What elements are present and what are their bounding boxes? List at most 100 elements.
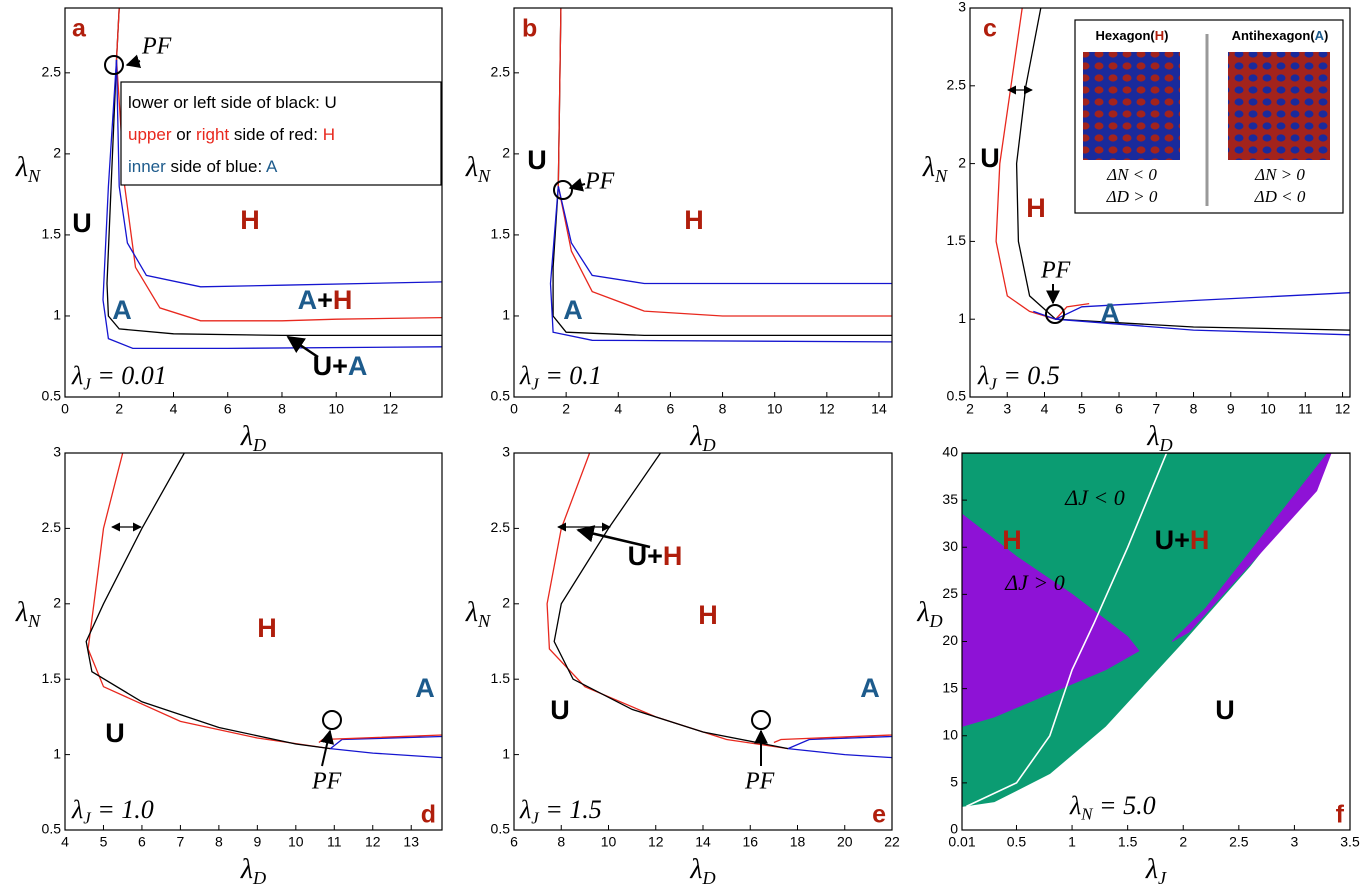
label-part: A (348, 351, 368, 381)
x-tick-label: 6 (510, 834, 518, 850)
subscript: N (27, 611, 41, 631)
label-part: + (647, 541, 663, 571)
x-tick-label: 7 (177, 834, 185, 850)
y-tick-label: 40 (942, 444, 958, 460)
x-tick-label: 22 (884, 834, 900, 850)
panel-letter: a (72, 15, 87, 43)
plot-area (549, 8, 892, 343)
curve (787, 747, 892, 759)
x-axis-label: λD (689, 421, 715, 455)
symbol: λ (15, 152, 28, 183)
rest: = 0.01 (91, 361, 167, 390)
region-label: A+H (298, 285, 353, 315)
math-label: ΔJ > 0 (1004, 570, 1065, 595)
pf-label: PF (744, 769, 775, 795)
symbol: λ (1146, 421, 1159, 452)
curve (787, 735, 892, 750)
label-part: U (527, 145, 547, 175)
legend-line: lower or left side of black: U (128, 93, 337, 112)
inset-condition: ΔD > 0 (1106, 187, 1158, 206)
legend-line: upper or right side of red: H (128, 125, 335, 144)
curve (330, 747, 442, 759)
subscript: D (252, 435, 266, 455)
y-tick-label: 0 (950, 821, 958, 837)
label-part: side of red: (229, 125, 323, 144)
symbol: λ (922, 152, 935, 183)
label-part: inner (128, 157, 166, 176)
y-axis-label: λN (15, 152, 41, 186)
symbol: λ (519, 795, 531, 824)
pf-circle (322, 710, 342, 730)
y-tick-label: 1.5 (947, 232, 967, 248)
subscript: N (1080, 804, 1094, 823)
y-tick-label: 1.5 (42, 670, 62, 686)
label-part: + (1174, 525, 1190, 555)
y-axis-label: λN (465, 152, 491, 186)
label-part: U (105, 718, 125, 748)
x-axis-label: λD (1146, 421, 1172, 455)
region-label: H (698, 600, 718, 630)
label-part: right (196, 125, 229, 144)
x-tick-label: 8 (1190, 401, 1198, 417)
inset-title: Antihexagon(A) (1232, 28, 1329, 43)
rest: = 1.0 (91, 795, 154, 824)
x-tick-label: 2.5 (1229, 834, 1249, 850)
curve (102, 59, 442, 350)
y-tick-label: 2.5 (947, 77, 967, 93)
subscript: N (477, 166, 491, 186)
x-tick-label: 8 (719, 401, 727, 417)
plot-area (962, 453, 1350, 808)
label-part: A (1315, 28, 1325, 43)
y-tick-label: 2.5 (491, 519, 511, 535)
label-part: H (1002, 525, 1022, 555)
label-part: U (628, 541, 648, 571)
frame (64, 7, 443, 398)
x-tick-label: 7 (1152, 401, 1160, 417)
x-tick-label: 10 (288, 834, 304, 850)
subscript: J (531, 808, 540, 827)
pf-circle (751, 710, 771, 730)
label-part: A (563, 295, 583, 325)
subscript: D (252, 868, 266, 884)
x-tick-label: 12 (819, 401, 835, 417)
parameter-label: λN = 5.0 (1069, 791, 1156, 823)
y-tick-label: 30 (942, 538, 958, 554)
x-tick-label: 9 (1227, 401, 1235, 417)
curve (557, 186, 892, 285)
x-tick-label: 6 (224, 401, 232, 417)
region-label: A (415, 673, 435, 703)
x-tick-label: 11 (1298, 401, 1313, 417)
region-label: A (1100, 298, 1120, 328)
y-tick-label: 1 (958, 310, 966, 326)
x-tick-label: 4 (614, 401, 622, 417)
region-label: U (72, 208, 92, 238)
region (1171, 453, 1332, 642)
x-axis-label: λJ (1145, 854, 1167, 884)
curve (115, 8, 442, 322)
label-part: + (317, 285, 333, 315)
y-tick-label: 3 (53, 444, 61, 460)
rest: = 5.0 (1093, 791, 1156, 820)
plot-area (546, 453, 892, 759)
y-tick-label: 0.5 (947, 388, 967, 404)
x-tick-label: 4 (170, 401, 178, 417)
x-tick-label: 4 (1041, 401, 1049, 417)
label-part: + (332, 351, 348, 381)
curve (549, 186, 892, 343)
label-part: H (333, 285, 353, 315)
y-tick-label: 2.5 (42, 519, 62, 535)
frame (513, 452, 893, 831)
x-tick-label: 1 (1068, 834, 1076, 850)
x-tick-label: 16 (742, 834, 758, 850)
curve (546, 453, 789, 750)
label-part: upper (128, 125, 172, 144)
curve (773, 734, 892, 744)
x-tick-label: 2 (562, 401, 570, 417)
region-label: H (257, 613, 277, 643)
region-label: U+A (313, 351, 368, 381)
x-axis-label: λD (689, 854, 715, 884)
subscript: J (989, 374, 998, 393)
y-tick-label: 3 (958, 0, 966, 15)
y-tick-label: 2 (53, 145, 61, 161)
label-part: A (415, 673, 435, 703)
